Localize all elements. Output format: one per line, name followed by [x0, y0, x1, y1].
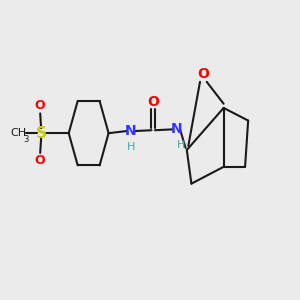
- Text: H: H: [127, 142, 135, 152]
- Text: 3: 3: [23, 135, 28, 144]
- Text: H: H: [176, 140, 185, 150]
- Text: N: N: [170, 122, 182, 136]
- Text: O: O: [147, 94, 159, 109]
- Text: S: S: [36, 126, 46, 141]
- Text: N: N: [124, 124, 136, 138]
- Text: CH: CH: [10, 128, 26, 138]
- Text: O: O: [198, 67, 210, 81]
- Text: O: O: [34, 154, 45, 167]
- Text: O: O: [34, 99, 45, 112]
